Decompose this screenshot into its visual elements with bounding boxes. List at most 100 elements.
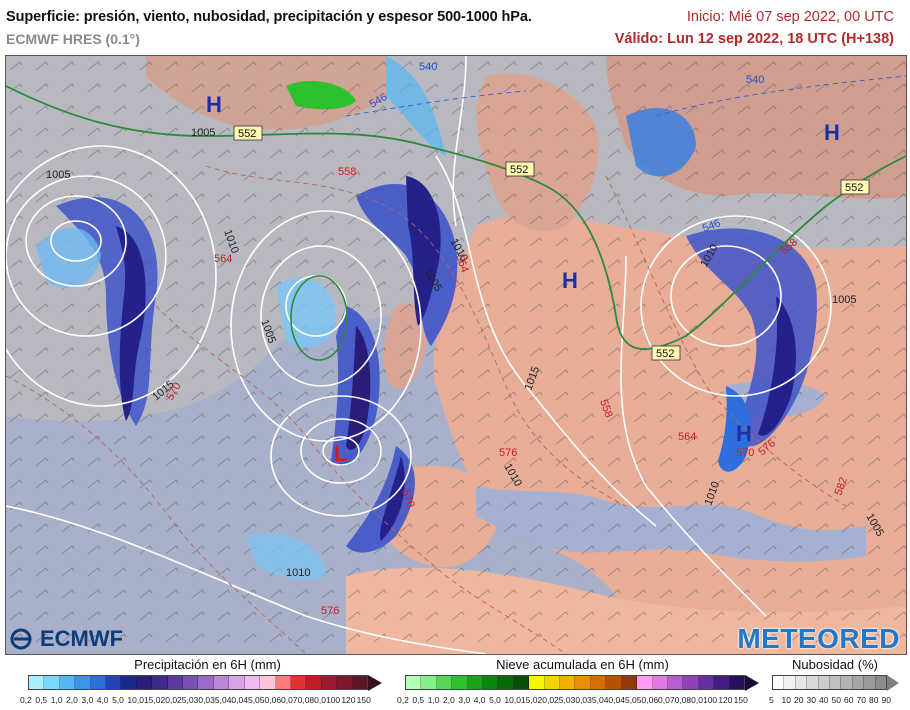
thickness-552-line	[6, 85, 906, 350]
legend-tick: 60,0	[276, 695, 293, 705]
legend-swatch	[852, 676, 865, 689]
legend-tick: 10	[781, 695, 791, 705]
high-center-russia: H	[824, 120, 840, 145]
legend-tick: 90	[881, 695, 891, 705]
legend-tick: 60	[844, 695, 854, 705]
legend-tick: 150	[733, 695, 748, 705]
ecmwf-logo: ECMWF	[10, 626, 123, 652]
precip-scale	[28, 675, 368, 690]
legend-tick: 20	[794, 695, 804, 705]
legend-swatch	[421, 676, 437, 689]
legend-tick: 45,0	[243, 695, 260, 705]
legend-swatch	[498, 676, 514, 689]
legend-swatch	[436, 676, 453, 689]
legend-tick: 100	[702, 695, 718, 705]
legend-swatch	[121, 676, 137, 689]
svg-text:552: 552	[238, 128, 256, 140]
high-center-europe: H	[562, 268, 578, 293]
legend-swatch	[483, 676, 499, 689]
map-canvas: H H H H L 1005 1010 1005 1015 1010 1005 …	[6, 56, 906, 654]
legend-tick: 25,0	[554, 695, 571, 705]
legend-swatch	[167, 676, 184, 689]
ecmwf-logo-text: ECMWF	[40, 626, 124, 651]
ecmwf-icon	[10, 628, 32, 650]
weather-map[interactable]: H H H H L 1005 1010 1005 1015 1010 1005 …	[5, 55, 907, 655]
legend-swatch	[807, 676, 819, 689]
legend-swatch	[875, 676, 887, 689]
legend-swatch	[784, 676, 796, 689]
legend-tick: 0,5	[35, 695, 48, 705]
thickness-label-blue: 540	[419, 61, 437, 73]
legend-swatch	[698, 676, 715, 689]
thickness-blue-lines	[345, 75, 906, 117]
isobar-label: 1005	[191, 127, 215, 139]
legend-tick: 120	[718, 695, 733, 705]
legend-swatch	[29, 676, 45, 689]
precip-scale-arrow	[368, 675, 382, 691]
cloud-ticks: 5 10 20 30 40 50 60 70 80 90	[769, 695, 894, 707]
precip-ticks: 0,2 0,5 1,0 2,0 3,0 4,0 5,0 10,0 15,0 20,0 25,0 30,…	[20, 695, 372, 707]
legend-tick: 1,0	[50, 695, 63, 705]
legend-swatch	[667, 676, 684, 689]
snow-ticks: 0,2 0,5 1,0 2,0 3,0 4,0 5,0 10,0 15,0 20,0 25,0 30,…	[397, 695, 749, 707]
meteored-logo: METEORED	[737, 623, 900, 654]
thickness-label: 564	[214, 253, 232, 265]
legend-swatch	[513, 676, 530, 689]
legend-tick: 35,0	[587, 695, 604, 705]
cloud-scale-arrow	[887, 675, 899, 691]
legend-swatch	[306, 676, 322, 689]
legend-swatch	[106, 676, 122, 689]
thickness-label: 570	[399, 488, 417, 509]
legend-swatch	[152, 676, 168, 689]
snow-scale	[405, 675, 745, 690]
precipitation-layer	[36, 56, 817, 581]
legend-swatch	[260, 676, 276, 689]
thickness-dashed-lines	[6, 165, 847, 654]
legend-tick: 5	[769, 695, 774, 705]
legend-swatch	[198, 676, 214, 689]
legend-tick: 50,0	[259, 695, 277, 705]
legend-swatch	[290, 676, 307, 689]
thickness-label: 564	[678, 431, 696, 443]
legend-swatch	[321, 676, 338, 689]
legend-tick: 30	[806, 695, 816, 705]
thickness-label: 564	[453, 253, 471, 274]
legend-tick: 5,0	[112, 695, 124, 705]
legend-swatch	[452, 676, 468, 689]
thickness-label: 570	[736, 447, 754, 459]
legend-tick: 70	[856, 695, 866, 705]
legend-tick: 3,0	[81, 695, 94, 705]
label-552-box: 552	[233, 125, 263, 141]
legend-tick: 3,0	[458, 695, 471, 705]
legend-tick: 45,0	[620, 695, 637, 705]
legend-tick: 15,0	[520, 695, 538, 705]
label-552-box: 552	[505, 161, 535, 177]
legend-tick: 20,0	[160, 695, 178, 705]
legend-swatch	[606, 676, 622, 689]
legend-swatch	[683, 676, 699, 689]
thickness-label: 558	[338, 166, 356, 178]
legend-swatch	[467, 676, 484, 689]
thickness-label: 582	[833, 476, 851, 497]
high-center-turkey: H	[736, 421, 752, 446]
legend-swatch	[44, 676, 60, 689]
thickness-label: 558	[597, 398, 615, 419]
legend-tick: 50,0	[636, 695, 654, 705]
legend-tick: 4,0	[96, 695, 109, 705]
isobars	[6, 56, 832, 654]
legend-swatch	[183, 676, 199, 689]
legend-swatch	[590, 676, 607, 689]
legend-swatch	[352, 676, 367, 689]
legend-tick: 2,0	[66, 695, 78, 705]
legend-swatch	[637, 676, 653, 689]
thickness-label-blue: 546	[701, 217, 722, 235]
legend-swatch	[841, 676, 853, 689]
legend-swatch	[275, 676, 291, 689]
label-552-box: 552	[840, 179, 870, 195]
valid-time: Válido: Lun 12 sep 2022, 18 UTC (H+138)	[614, 31, 894, 47]
snow-legend-title: Nieve acumulada en 6H (mm)	[496, 657, 669, 672]
label-552-box: 552	[651, 345, 681, 361]
legend-swatch	[714, 676, 730, 689]
legend-tick: 20,0	[537, 695, 555, 705]
legend-tick: 150	[356, 695, 371, 705]
